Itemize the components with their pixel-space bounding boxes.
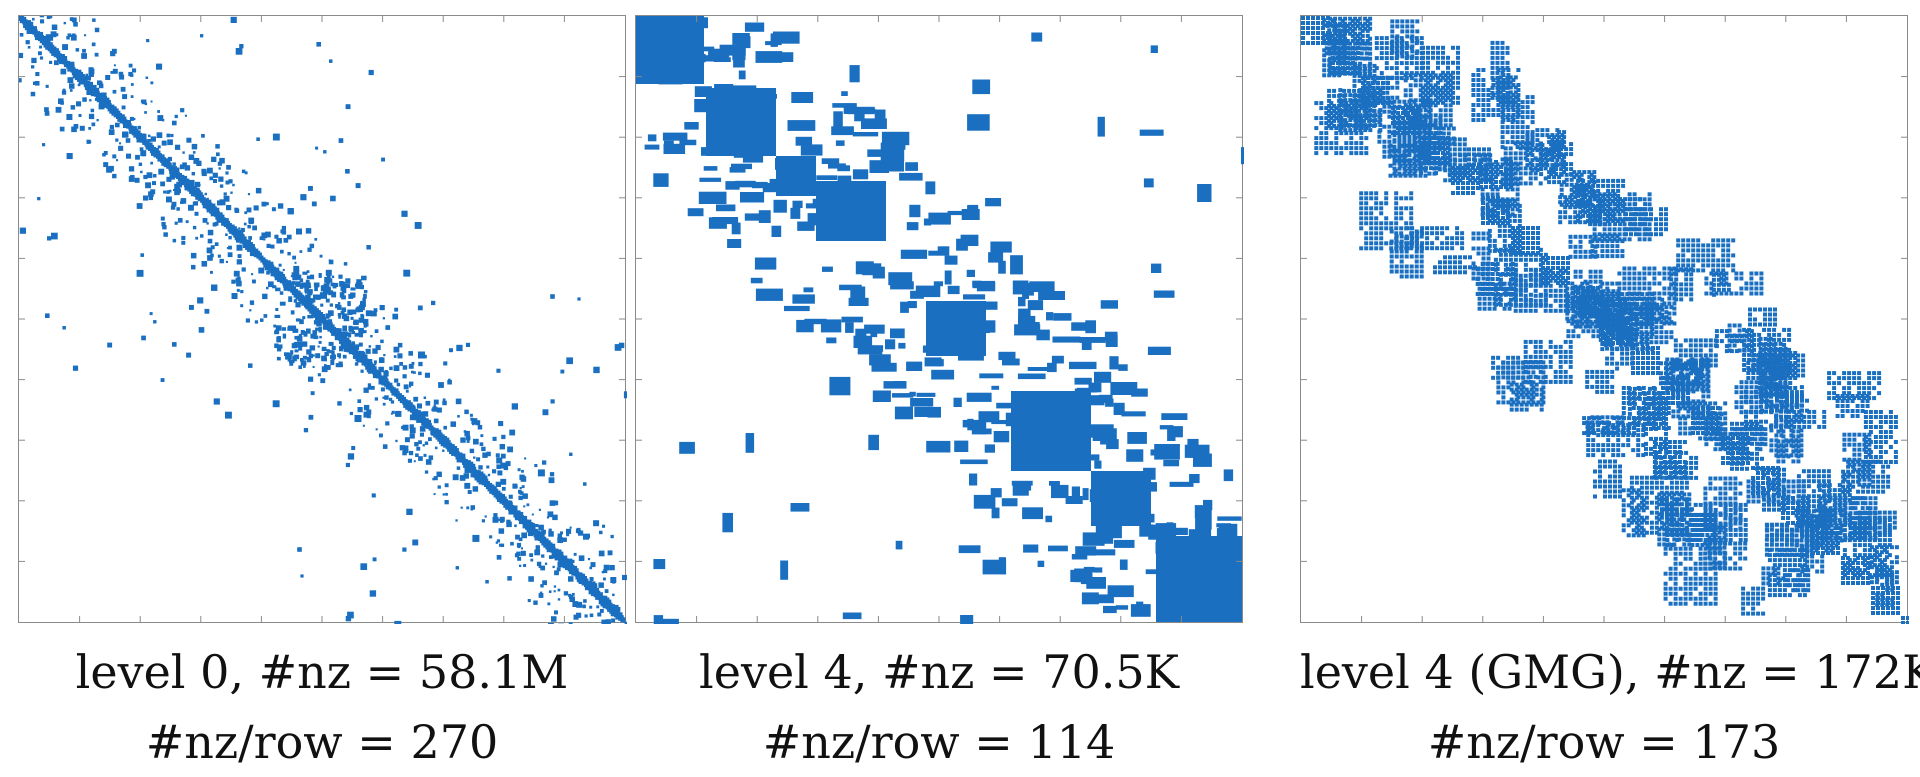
sparsity-plot [19,16,627,624]
nonzero-pattern [636,16,1244,624]
caption-line1: level 4 (GMG), #nz = 172K [1300,645,1920,699]
sparsity-plot-frame [635,15,1244,624]
caption-line2: #nz/row = 270 [145,715,499,769]
sparsity-plot [1301,16,1909,624]
sparsity-plot-frame [18,15,627,624]
caption-line2: #nz/row = 114 [762,715,1116,769]
axis-ticks [1301,16,1907,622]
panel-caption: level 0, #nz = 58.1M #nz/row = 270 [18,637,626,777]
panel-caption: level 4 (GMG), #nz = 172K #nz/row = 173 [1300,637,1920,777]
sparsity-plot [636,16,1244,624]
axis-ticks [19,16,625,622]
axis-ticks [636,16,1242,622]
nonzero-pattern [19,16,627,624]
caption-line2: #nz/row = 173 [1427,715,1781,769]
nonzero-pattern [1301,16,1909,624]
caption-line1: level 0, #nz = 58.1M [75,645,569,699]
sparsity-plot-frame [1300,15,1909,624]
caption-line1: level 4, #nz = 70.5K [699,645,1179,699]
panel-caption: level 4, #nz = 70.5K #nz/row = 114 [635,637,1243,777]
